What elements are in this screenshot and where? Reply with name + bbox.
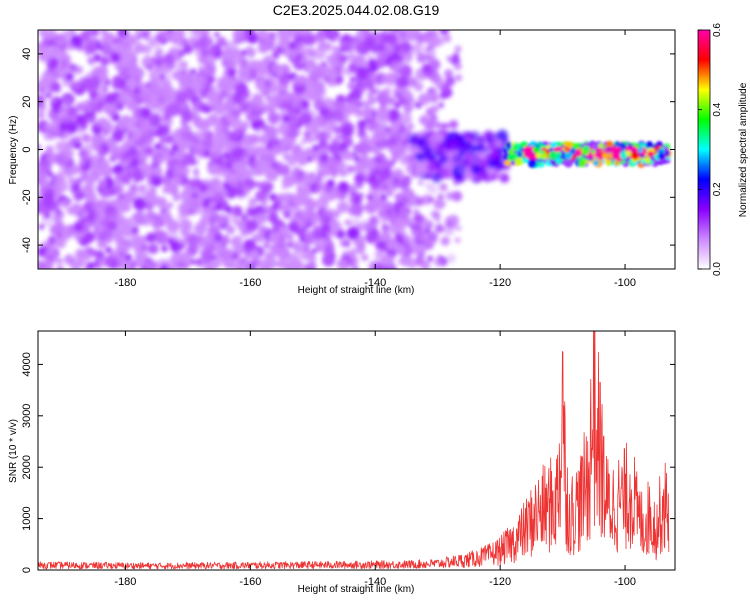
heatmap-cell <box>349 76 356 83</box>
heatmap-cell <box>250 199 257 205</box>
heatmap-cell <box>399 112 412 125</box>
heatmap-cell <box>105 247 112 254</box>
heatmap-cell <box>411 42 423 55</box>
heatmap-cell <box>421 194 433 206</box>
heatmap-cell <box>146 37 156 47</box>
heatmap-cell <box>38 224 45 230</box>
heatmap-noise-layer <box>38 30 512 269</box>
figure-title: C2E3.2025.044.02.08.G19 <box>273 2 440 18</box>
heatmap-cell <box>446 253 456 263</box>
heatmap-cell <box>93 55 101 62</box>
heatmap-cell <box>416 52 428 64</box>
heatmap-cell <box>163 71 173 81</box>
heatmap-cell <box>427 183 438 195</box>
heatmap-cell <box>451 191 463 202</box>
heatmap-cell <box>39 73 45 79</box>
heatmap-cell <box>366 54 373 60</box>
heatmap-cell <box>405 76 417 88</box>
heatmap-cell <box>193 171 200 178</box>
heatmap-cell <box>284 204 290 210</box>
heatmap-cell <box>425 220 434 229</box>
heatmap-cell <box>435 121 442 129</box>
heatmap-cell <box>263 241 270 249</box>
spectrogram-heatmap <box>38 30 672 269</box>
heatmap-cell <box>131 226 139 234</box>
heatmap-cell <box>231 205 243 217</box>
heatmap-cell <box>455 74 462 82</box>
